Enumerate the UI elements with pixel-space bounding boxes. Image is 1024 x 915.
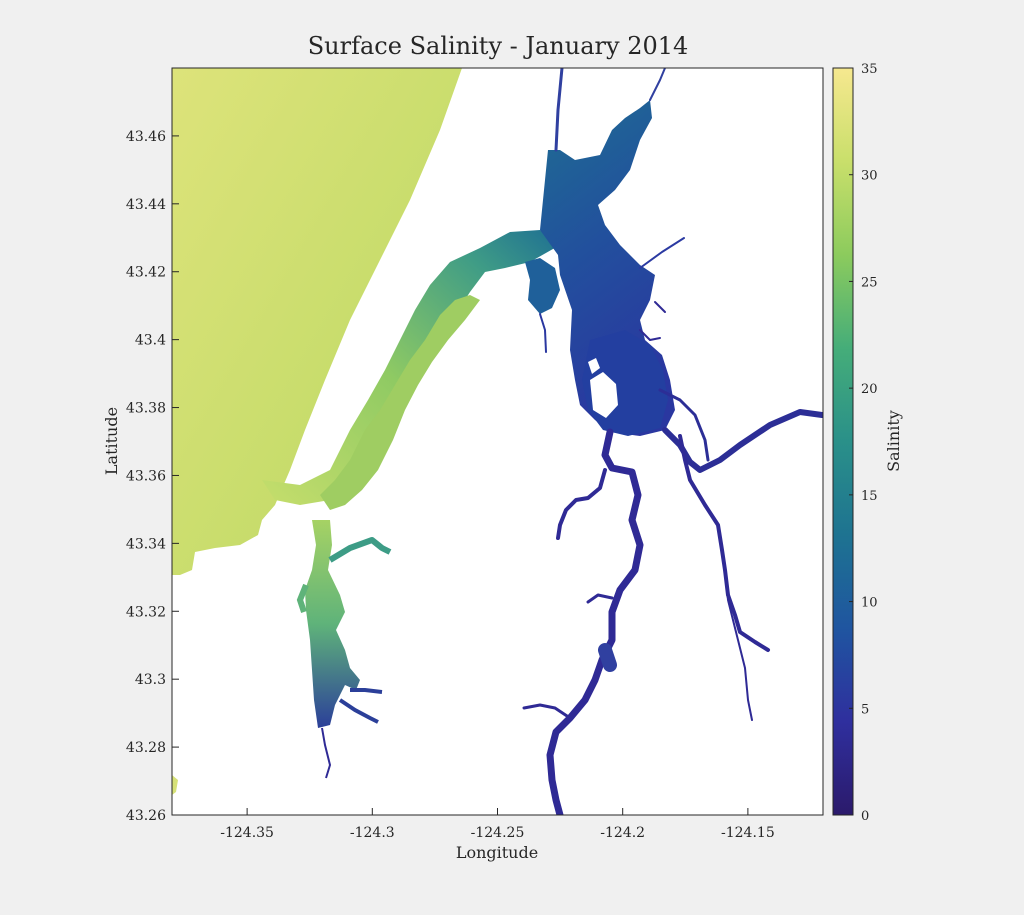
colorbar-tick-label: 20 (861, 382, 878, 397)
ocean-shore-blob (172, 775, 178, 795)
river-east-branch (724, 569, 753, 721)
colorbar-tick-label: 10 (861, 596, 878, 611)
bay-tidal-flat (320, 295, 480, 510)
creek (639, 301, 666, 341)
northern-channel (554, 68, 564, 152)
y-tick-label: 43.46 (126, 129, 166, 145)
figure-title: Surface Salinity - January 2014 (308, 32, 689, 60)
river-main-south (546, 428, 644, 815)
side-inlet (525, 258, 560, 314)
colorbar (832, 67, 854, 816)
x-tick-label: -124.2 (600, 825, 645, 841)
inlet-creek (539, 313, 547, 353)
colorbar-tick-label: 15 (861, 489, 878, 504)
island (588, 358, 600, 374)
colorbar-tick-label: 35 (861, 62, 878, 77)
y-axis-label: Latitude (102, 407, 121, 475)
x-tick-label: -124.25 (471, 825, 525, 841)
x-tick-label: -124.3 (350, 825, 395, 841)
y-tick-label: 43.32 (126, 604, 166, 620)
y-axis-ticks: 43.26 43.28 43.3 43.32 43.34 43.36 43.38 43.4 43… (126, 129, 179, 824)
northern-channel (649, 68, 666, 101)
colorbar-label: Salinity (884, 410, 903, 472)
south-slough (305, 520, 360, 728)
river-west-fork (586, 593, 614, 604)
ocean-region (172, 68, 462, 575)
slough-branch (321, 727, 332, 779)
y-tick-label: 43.34 (126, 536, 166, 552)
colorbar-tick-label: 30 (861, 169, 878, 184)
x-axis-ticks: -124.35 -124.3 -124.25 -124.2 -124.15 (220, 808, 775, 841)
y-tick-label: 43.36 (126, 468, 166, 484)
x-tick-label: -124.35 (220, 825, 274, 841)
y-tick-label: 43.26 (126, 808, 166, 824)
y-tick-label: 43.4 (135, 333, 166, 349)
island (590, 372, 618, 418)
y-tick-label: 43.28 (126, 740, 166, 756)
x-axis-label: Longitude (456, 843, 538, 862)
river-east-channel (658, 388, 710, 462)
colorbar-tick-label: 25 (861, 275, 878, 290)
slough-branch (296, 583, 309, 613)
colorbar-ticks: 0 5 10 15 20 25 30 35 (849, 62, 878, 824)
colorbar-tick-label: 0 (861, 809, 869, 824)
tributaries (522, 68, 823, 815)
salinity-map (172, 68, 823, 815)
y-tick-label: 43.42 (126, 265, 166, 281)
river-east (678, 434, 770, 652)
northern-channel (639, 237, 685, 269)
x-tick-label: -124.15 (721, 825, 775, 841)
y-tick-label: 43.3 (135, 672, 166, 688)
y-tick-label: 43.38 (126, 401, 166, 417)
slough-branch (338, 688, 383, 724)
slough-branch (328, 537, 392, 563)
river-west-fork (556, 468, 607, 540)
river-west-fork (522, 703, 572, 720)
colorbar-tick-label: 5 (861, 702, 869, 717)
river-pool (598, 643, 617, 672)
y-tick-label: 43.44 (126, 197, 166, 213)
